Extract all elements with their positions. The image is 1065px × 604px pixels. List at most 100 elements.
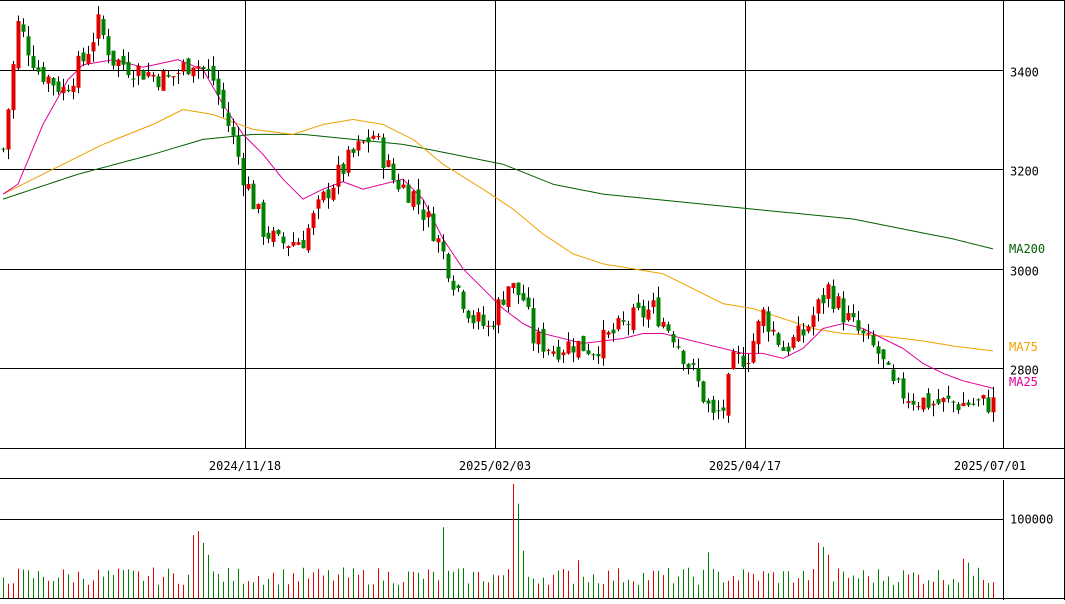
candle-body: [941, 398, 946, 403]
candle-body: [61, 87, 66, 94]
candle-body: [486, 325, 491, 327]
price-tick-label: 3400: [1010, 66, 1039, 80]
candle-body: [701, 381, 706, 402]
candle-body: [356, 141, 361, 151]
candle-body: [581, 335, 586, 352]
candle-body: [241, 158, 246, 186]
candle-body: [231, 127, 236, 136]
candle-body: [916, 406, 921, 408]
candle-body: [741, 355, 746, 367]
candle-body: [221, 89, 226, 109]
candle-body: [831, 285, 836, 309]
candle-body: [331, 187, 336, 200]
candle-body: [516, 282, 521, 296]
price-tick-label: 2800: [1010, 364, 1039, 378]
moving-average-lines: [2, 59, 994, 389]
candle-body: [396, 179, 401, 190]
candle-body: [736, 352, 741, 354]
candle-body: [236, 136, 241, 157]
candle-body: [906, 401, 911, 403]
candle-body: [726, 373, 731, 416]
price-tick-label: 3000: [1010, 265, 1039, 279]
candle-body: [196, 66, 201, 69]
candle-body: [126, 61, 131, 76]
candle-body: [16, 21, 21, 69]
candle-body: [56, 81, 61, 93]
candle-body: [761, 309, 766, 326]
candle-body: [971, 403, 976, 405]
candle-body: [156, 76, 161, 88]
candle-body: [261, 202, 266, 237]
candle-body: [706, 400, 711, 404]
candle-body: [211, 66, 216, 81]
candle-body: [51, 78, 56, 86]
candle-body: [891, 369, 896, 381]
candle-body: [651, 300, 656, 308]
candle-body: [676, 346, 681, 348]
candle-body: [186, 58, 191, 75]
ma200-line: [2, 133, 994, 250]
candle-body: [436, 238, 441, 243]
candle-body: [41, 66, 46, 82]
candle-body: [626, 324, 631, 326]
candle-body: [96, 14, 101, 39]
candle-body: [946, 395, 951, 399]
candle-body: [571, 346, 576, 353]
candle-body: [391, 163, 396, 181]
candle-body: [976, 399, 981, 401]
candle-body: [251, 183, 256, 210]
candle-body: [631, 307, 636, 331]
candle-body: [961, 402, 966, 407]
candle-body: [271, 230, 276, 242]
candle-body: [731, 351, 736, 369]
candle-body: [506, 286, 511, 307]
candle-body: [671, 334, 676, 343]
candle-body: [646, 309, 651, 320]
candle-body: [131, 78, 136, 80]
candle-body: [181, 62, 186, 72]
candle-body: [986, 397, 991, 413]
candle-body: [111, 50, 116, 66]
candle-body: [896, 378, 901, 380]
candle-body: [696, 368, 701, 382]
candle-body: [686, 364, 691, 368]
volume-tick-label: 100000: [1010, 513, 1053, 527]
candle-body: [901, 378, 906, 399]
candle-body: [446, 254, 451, 279]
candle-body: [146, 72, 151, 77]
candle-body: [611, 329, 616, 334]
candle-body: [21, 24, 26, 32]
candle-body: [776, 333, 781, 345]
candle-body: [151, 74, 156, 77]
candle-body: [46, 76, 51, 84]
candle-body: [751, 340, 756, 363]
candle-body: [561, 352, 566, 356]
ma25-line: [2, 59, 994, 389]
candle-body: [911, 400, 916, 405]
candle-body: [921, 397, 926, 410]
candle-body: [556, 346, 561, 360]
candle-body: [106, 36, 111, 56]
candle-body: [641, 305, 646, 318]
ma75-label: MA75: [1009, 340, 1038, 354]
candle-body: [491, 325, 496, 328]
volume-bars: [3, 483, 994, 598]
candle-body: [526, 297, 531, 307]
candle-body: [881, 349, 886, 360]
candle-body: [926, 393, 931, 408]
candle-body: [36, 67, 41, 72]
candle-body: [766, 311, 771, 332]
candle-body: [1, 148, 6, 150]
candle-body: [451, 280, 456, 290]
candle-body: [856, 320, 861, 331]
candle-body: [836, 296, 841, 309]
candle-body: [781, 347, 786, 351]
candle-body: [586, 350, 591, 354]
candle-body: [161, 70, 166, 91]
candle-body: [951, 401, 956, 403]
candle-body: [246, 184, 251, 189]
candle-body: [376, 135, 381, 138]
candle-body: [796, 325, 801, 342]
